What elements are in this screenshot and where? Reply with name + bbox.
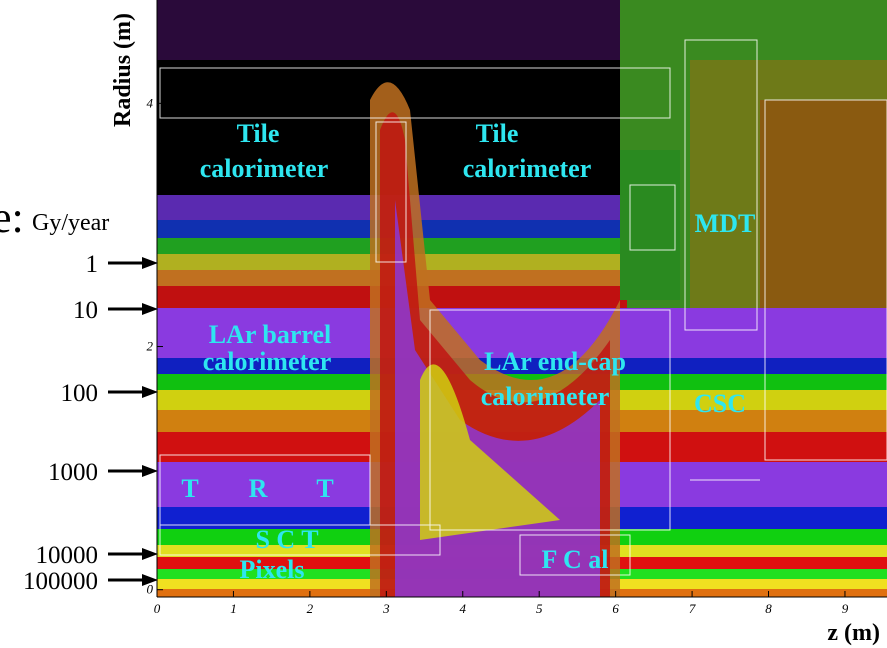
dose-level: 100 [61, 380, 99, 407]
legend-unit: Gy/year [32, 210, 109, 236]
x-tick-label: 7 [689, 601, 696, 616]
x-axis-label: z (m) [827, 620, 880, 646]
region-label: calorimeter [481, 382, 609, 411]
x-tick-label: 1 [230, 601, 237, 616]
arrow-head [142, 257, 158, 269]
region-label: CSC [694, 389, 746, 418]
x-tick-label: 4 [460, 601, 467, 616]
region-label: Tile [237, 119, 280, 148]
y-tick-label: 0 [147, 582, 154, 597]
dose-map [157, 0, 887, 597]
dose-level: 100000 [23, 568, 98, 595]
y-tick-label: 4 [147, 95, 154, 110]
x-tick-label: 6 [612, 601, 619, 616]
region-label: calorimeter [203, 347, 331, 376]
region-label: Pixels [240, 555, 305, 584]
arrow-head [142, 548, 158, 560]
region-label: S C T [255, 525, 318, 554]
dose-level: 10000 [36, 542, 99, 569]
y-tick-label: 2 [147, 339, 154, 354]
dose-level: 1 [86, 251, 99, 278]
dose-level: 10 [73, 297, 98, 324]
x-tick-label: 2 [307, 601, 314, 616]
arrow-head [142, 465, 158, 477]
region-label: LAr end-cap [484, 347, 626, 376]
x-tick-label: 3 [382, 601, 390, 616]
dose-level: 1000 [48, 459, 98, 486]
x-tick-label: 9 [842, 601, 849, 616]
arrow-head [142, 303, 158, 315]
x-tick-label: 5 [536, 601, 543, 616]
x-tick-label: 8 [765, 601, 772, 616]
region-label: T [181, 474, 198, 503]
x-tick-label: 0 [154, 601, 161, 616]
region-label: F C al [542, 545, 609, 574]
region-label: calorimeter [463, 154, 591, 183]
y-axis-label: Radius (m) [110, 13, 136, 127]
arrow-head [142, 574, 158, 586]
region-label: T [316, 474, 333, 503]
region-label: MDT [695, 209, 756, 238]
region-label: calorimeter [200, 154, 328, 183]
legend-title: e: [0, 193, 24, 242]
region-label: LAr barrel [209, 320, 332, 349]
region-label: R [249, 474, 268, 503]
arrow-head [142, 386, 158, 398]
region-label: Tile [476, 119, 519, 148]
